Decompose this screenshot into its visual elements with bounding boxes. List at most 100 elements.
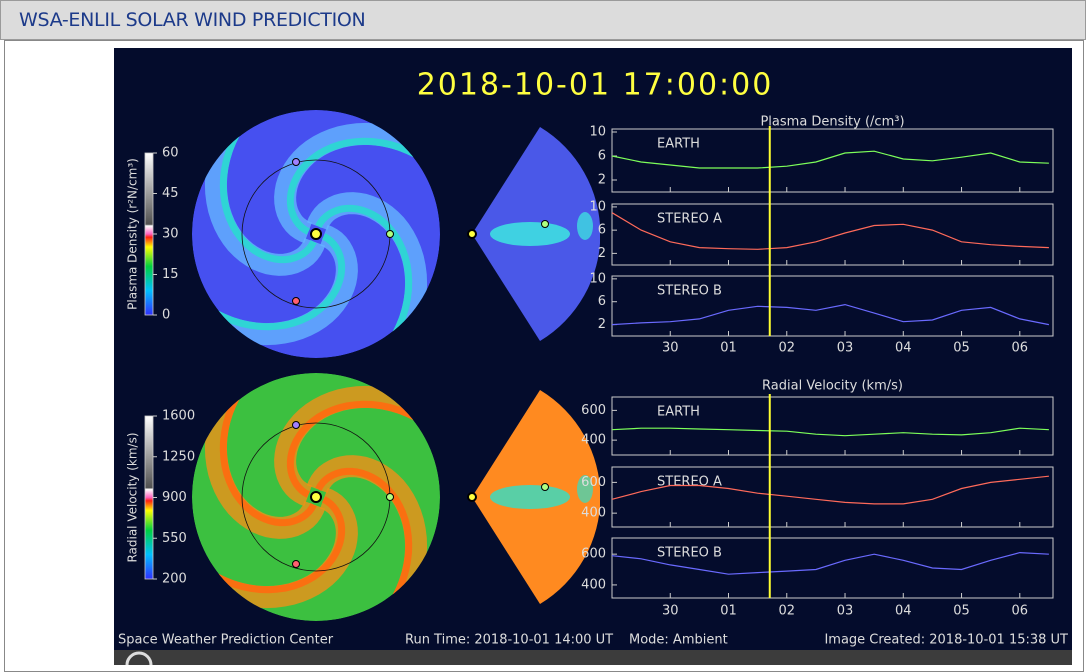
colorbar — [144, 152, 154, 316]
x-tick-label: 03 — [837, 604, 854, 619]
spiral-arm — [264, 192, 428, 358]
series-line — [611, 427, 1049, 437]
colorbar-tick-label: 45 — [162, 186, 179, 201]
y-tick-label: 6 — [598, 294, 606, 309]
colorbar-tick-label: 60 — [162, 146, 179, 161]
spiral-arm — [204, 373, 368, 539]
colorbar-label: Radial Velocity (km/s) — [126, 432, 140, 562]
sun — [310, 228, 322, 240]
player-bar — [114, 650, 1072, 665]
colorbar-tick-label: 30 — [162, 227, 179, 242]
footer-created: Image Created: 2018-10-01 15:38 UT — [824, 633, 1068, 648]
colorbar-tick-label: 1600 — [162, 409, 195, 424]
y-tick-label: 6 — [598, 149, 606, 164]
sun — [467, 492, 477, 502]
y-tick-label: 400 — [581, 506, 606, 521]
wedge-feature — [577, 212, 593, 240]
colorbar-tick-label: 550 — [162, 531, 187, 546]
spiral-core — [219, 110, 395, 264]
x-tick-label: 02 — [778, 604, 795, 619]
y-tick-label: 10 — [589, 199, 606, 214]
earth-marker — [541, 483, 549, 491]
spiral-arm — [274, 122, 440, 286]
x-tick-label: 01 — [720, 604, 737, 619]
x-tick-label: 06 — [1012, 604, 1029, 619]
chart-title: Plasma Density (/cm³) — [760, 115, 904, 130]
y-tick-label: 2 — [598, 317, 606, 332]
stereo-b-marker — [292, 158, 300, 166]
earth-marker — [292, 560, 300, 568]
spiral-core — [237, 204, 413, 358]
series-name: EARTH — [657, 405, 700, 420]
x-tick-label: 05 — [953, 604, 970, 619]
colorbar-tick-label: 1250 — [162, 449, 195, 464]
y-tick-label: 2 — [598, 246, 606, 261]
y-tick-label: 10 — [589, 271, 606, 286]
panel-frame — [611, 396, 1054, 456]
stereo-a-marker — [386, 493, 394, 501]
wedge-feature — [490, 485, 570, 509]
y-tick-label: 2 — [598, 173, 606, 188]
series-name: STEREO B — [657, 546, 722, 561]
series-line — [611, 303, 1050, 326]
sun — [467, 229, 477, 239]
footer-mode: Mode: Ambient — [629, 633, 728, 648]
panel-frame — [611, 128, 1054, 193]
spiral-core — [219, 373, 395, 527]
header-bar: WSA-ENLIL SOLAR WIND PREDICTION — [0, 0, 1086, 40]
chart-title: Radial Velocity (km/s) — [762, 379, 903, 394]
earth-marker — [292, 297, 300, 305]
y-tick-label: 400 — [581, 577, 606, 592]
x-tick-label: 06 — [1012, 341, 1029, 356]
header-title: WSA-ENLIL SOLAR WIND PREDICTION — [19, 9, 366, 31]
spiral-core — [286, 137, 440, 313]
x-tick-label: 01 — [720, 341, 737, 356]
footer-source: Space Weather Prediction Center — [118, 633, 334, 648]
spiral-arm — [192, 182, 358, 346]
series-line — [611, 212, 1049, 250]
wedge-feature — [490, 222, 570, 246]
series-line — [611, 551, 1049, 575]
spiral-core — [192, 418, 346, 594]
colorbar-tick-label: 0 — [162, 308, 170, 323]
y-tick-label: 600 — [581, 547, 606, 562]
series-line — [611, 475, 1049, 505]
colorbar-label: Plasma Density (r²N/cm³) — [126, 158, 140, 310]
y-tick-label: 600 — [581, 475, 606, 490]
x-tick-label: 04 — [895, 604, 912, 619]
y-tick-label: 600 — [581, 403, 606, 418]
spiral-arm — [192, 445, 358, 609]
spiral-core — [192, 155, 346, 331]
series-line — [611, 150, 1049, 169]
spiral-core — [286, 400, 440, 576]
polar-disk — [192, 110, 440, 358]
series-name: STEREO A — [657, 212, 722, 227]
colorbar-tick-label: 15 — [162, 267, 179, 282]
x-tick-label: 30 — [662, 341, 679, 356]
sun — [310, 491, 322, 503]
panel-frame — [611, 537, 1054, 599]
x-tick-label: 02 — [778, 341, 795, 356]
series-name: EARTH — [657, 137, 700, 152]
series-name: STEREO B — [657, 284, 722, 299]
spiral-arm — [274, 385, 440, 549]
panel-frame — [611, 275, 1054, 337]
stereo-b-marker — [292, 421, 300, 429]
x-tick-label: 03 — [837, 341, 854, 356]
play-button[interactable] — [125, 651, 153, 665]
panel-frame — [611, 466, 1054, 528]
colorbar-tick-label: 900 — [162, 490, 187, 505]
x-tick-label: 30 — [662, 604, 679, 619]
spiral-arm — [264, 455, 428, 621]
footer-run-time: Run Time: 2018-10-01 14:00 UT — [405, 633, 613, 648]
polar-plots — [192, 110, 600, 621]
y-tick-label: 6 — [598, 223, 606, 238]
wedge-feature — [577, 475, 593, 503]
timestamp: 2018-10-01 17:00:00 — [417, 68, 774, 103]
stereo-a-marker — [386, 230, 394, 238]
x-tick-label: 05 — [953, 341, 970, 356]
colorbar — [144, 415, 154, 580]
x-tick-label: 04 — [895, 341, 912, 356]
spiral-core — [237, 467, 413, 621]
